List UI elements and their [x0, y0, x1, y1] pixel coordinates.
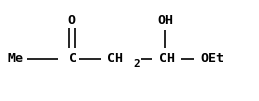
Text: OEt: OEt — [201, 52, 225, 65]
Text: CH: CH — [159, 52, 175, 65]
Text: CH: CH — [107, 52, 124, 65]
Text: 2: 2 — [133, 59, 140, 69]
Text: O: O — [67, 14, 75, 27]
Text: C: C — [69, 52, 77, 65]
Text: OH: OH — [157, 14, 173, 27]
Text: Me: Me — [8, 52, 24, 65]
